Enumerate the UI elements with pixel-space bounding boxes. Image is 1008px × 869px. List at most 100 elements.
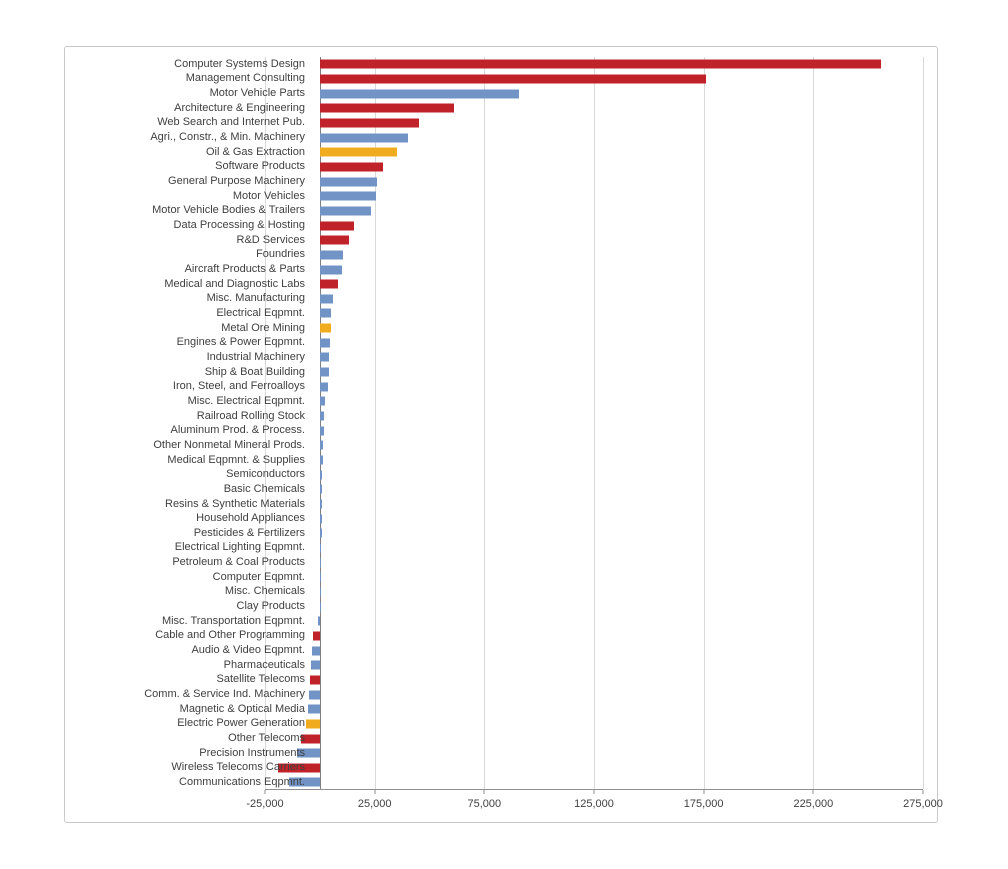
category-label: Engines & Power Eqpmnt. <box>176 336 305 349</box>
chart-row <box>265 218 923 233</box>
bar-positive <box>319 279 339 289</box>
bar-positive <box>319 587 321 597</box>
bar-positive <box>319 235 350 245</box>
chart-row <box>265 262 923 277</box>
axis-tick <box>812 790 814 794</box>
axis-tick <box>264 790 266 794</box>
chart-row <box>265 643 923 658</box>
chart-row <box>265 160 923 175</box>
bar-positive <box>319 455 324 465</box>
bar-positive <box>319 440 324 450</box>
category-label: Misc. Transportation Eqpmnt. <box>161 614 305 627</box>
category-label: Other Nonmetal Mineral Prods. <box>153 438 305 451</box>
axis-tick <box>374 790 376 794</box>
category-label: Satellite Telecoms <box>216 673 305 686</box>
bar-negative <box>312 646 320 656</box>
zero-axis-line <box>319 57 321 789</box>
chart-row <box>265 379 923 394</box>
chart-row <box>265 673 923 688</box>
category-label: Electric Power Generation <box>177 717 305 730</box>
category-label: Electrical Eqpmnt. <box>216 306 305 319</box>
category-label: Medical and Diagnostic Labs <box>164 277 305 290</box>
x-axis: -25,000 25,000 75,000 125,000 175,000 225,000… <box>246 790 943 822</box>
bar-positive <box>319 162 384 172</box>
bar-positive <box>319 470 323 480</box>
chart-row <box>265 497 923 512</box>
category-label: Pesticides & Fertilizers <box>193 526 305 539</box>
x-tick-label: 275,000 <box>903 798 943 810</box>
category-label: Audio & Video Eqpmnt. <box>191 644 305 657</box>
bar-positive <box>319 191 376 201</box>
axis-tick <box>703 790 705 794</box>
bar-negative <box>301 734 320 744</box>
bar-positive <box>319 89 520 99</box>
category-label: Precision Instruments <box>199 746 305 759</box>
chart-row <box>265 409 923 424</box>
category-label: Communications Eqpmnt. <box>179 775 305 788</box>
bar-negative <box>309 675 320 685</box>
chart-row <box>265 775 923 790</box>
category-label: Misc. Electrical Eqpmnt. <box>187 394 305 407</box>
bar-positive <box>319 352 329 362</box>
category-label: Comm. & Service Ind. Machinery <box>144 688 305 701</box>
bar-positive <box>319 206 372 216</box>
category-label: Iron, Steel, and Ferroalloys <box>172 380 305 393</box>
bar-negative <box>278 763 320 773</box>
bar-positive <box>319 177 377 187</box>
category-label: Data Processing & Hosting <box>173 219 305 232</box>
chart-row <box>265 145 923 160</box>
bar-negative <box>311 660 320 670</box>
chart-row <box>265 394 923 409</box>
bar-negative <box>307 704 320 714</box>
bar-positive <box>319 602 321 612</box>
bar-negative <box>296 748 320 758</box>
category-label: Electrical Lighting Eqpmnt. <box>174 541 305 554</box>
chart-row <box>265 482 923 497</box>
category-label: Metal Ore Mining <box>221 321 305 334</box>
chart-row <box>265 423 923 438</box>
chart-row <box>265 233 923 248</box>
bar-positive <box>319 308 331 318</box>
chart-row <box>265 731 923 746</box>
chart-row <box>265 599 923 614</box>
x-tick-label: 175,000 <box>683 798 724 810</box>
bar-positive <box>319 514 322 524</box>
category-label: Architecture & Engineering <box>174 101 305 114</box>
category-label: Foundries <box>256 248 305 261</box>
category-label: Basic Chemicals <box>223 482 305 495</box>
gridline <box>265 57 266 789</box>
category-label: Semiconductors <box>226 468 305 481</box>
category-label: Aircraft Products & Parts <box>184 263 305 276</box>
category-label: Pharmaceuticals <box>223 658 305 671</box>
chart-row <box>265 277 923 292</box>
gridline <box>374 57 376 789</box>
category-label: Misc. Chemicals <box>224 585 305 598</box>
category-label: Computer Systems Design <box>174 57 305 70</box>
axis-tick <box>922 790 924 794</box>
chart-row <box>265 555 923 570</box>
chart-row <box>265 335 923 350</box>
chart-row <box>265 204 923 219</box>
category-label: Resins & Synthetic Materials <box>165 497 305 510</box>
chart-row <box>265 101 923 116</box>
chart-row <box>265 86 923 101</box>
chart-row <box>265 438 923 453</box>
category-label: Other Telecoms <box>228 732 305 745</box>
rows <box>265 57 923 790</box>
gridline <box>923 57 924 789</box>
chart-row <box>265 248 923 263</box>
gridline <box>594 57 595 789</box>
chart-row <box>265 292 923 307</box>
bar-positive <box>319 396 326 406</box>
bar-positive <box>319 74 706 84</box>
category-label: Web Search and Internet Pub. <box>157 116 305 129</box>
category-label: Ship & Boat Building <box>204 365 305 378</box>
category-label: General Purpose Machinery <box>168 175 305 188</box>
bar-positive <box>319 133 408 143</box>
chart-row <box>265 511 923 526</box>
chart-row <box>265 453 923 468</box>
category-label: R&D Services <box>236 233 305 246</box>
chart-row <box>265 306 923 321</box>
category-label: Petroleum & Coal Products <box>172 556 305 569</box>
chart-row <box>265 467 923 482</box>
